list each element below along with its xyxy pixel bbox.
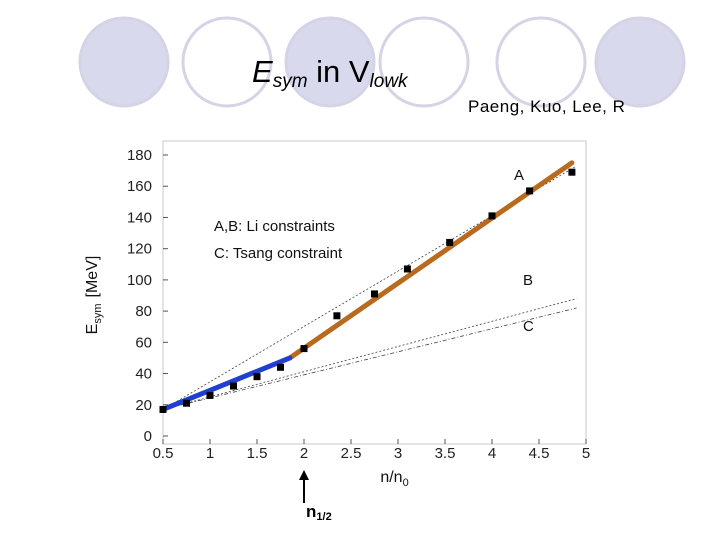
- x-tick-label: 2.5: [341, 445, 362, 462]
- x-tick-label: 4: [488, 445, 496, 462]
- legend-tsang-constraint: C: Tsang constraint: [214, 245, 343, 262]
- x-tick-label: 4.5: [529, 445, 550, 462]
- n-half-arrow-head: [299, 470, 309, 480]
- y-axis-label-sub: sym: [92, 303, 104, 323]
- y-tick-label: 20: [135, 397, 152, 414]
- slide-title: Esym in Vlowk: [252, 54, 408, 93]
- data-point: [159, 405, 167, 413]
- y-tick-label: 180: [127, 147, 152, 164]
- title-sub-sym: sym: [272, 71, 308, 92]
- data-point: [277, 363, 284, 371]
- data-point: [183, 399, 190, 407]
- y-tick-label: 120: [127, 241, 152, 258]
- title-mid: in V: [307, 54, 370, 89]
- deco-circle: [78, 16, 170, 108]
- thick-line-upper: [287, 160, 575, 361]
- label-C: C: [523, 318, 534, 335]
- deco-circle: [284, 16, 376, 108]
- legend-li-constraints: A,B: Li constraints: [214, 218, 335, 235]
- y-tick-label: 60: [135, 334, 152, 351]
- x-tick-label: 1: [206, 445, 214, 462]
- label-B: B: [523, 272, 533, 289]
- y-axis-label-unit: [MeV]: [84, 256, 101, 298]
- plot-frame: [162, 140, 587, 445]
- y-tick-label: 40: [135, 366, 152, 383]
- data-point: [333, 312, 341, 320]
- deco-circle: [181, 16, 273, 108]
- title-sub-lowk: lowk: [369, 71, 408, 92]
- data-point: [230, 382, 237, 390]
- y-tick-label: 0: [144, 428, 152, 445]
- x-tick-label: 2: [300, 445, 308, 462]
- label-A: A: [514, 167, 524, 184]
- y-tick-label: 100: [127, 272, 152, 289]
- data-point: [206, 391, 214, 399]
- data-point: [403, 265, 411, 273]
- data-point: [446, 238, 454, 246]
- title-e: E: [252, 54, 273, 89]
- y-tick-label: 80: [135, 303, 152, 320]
- data-point: [526, 187, 534, 195]
- data-point: [300, 345, 308, 353]
- deco-circle: [378, 16, 470, 108]
- data-point: [568, 168, 576, 176]
- data-point: [371, 290, 378, 298]
- x-tick-label: 3: [394, 445, 402, 462]
- x-axis-label: n/n0: [380, 469, 408, 489]
- x-axis-label-sub: 0: [403, 477, 409, 489]
- x-tick-label: 0.5: [153, 445, 174, 462]
- n-half-main: n: [306, 502, 317, 521]
- line-C: [162, 307, 577, 410]
- data-point: [488, 212, 496, 220]
- x-tick-label: 3.5: [435, 445, 456, 462]
- line-B: [162, 298, 577, 410]
- thick-line-lower: [160, 355, 293, 412]
- n-half-label: n1/2: [306, 502, 332, 523]
- data-point: [253, 373, 261, 381]
- deco-circle: [594, 16, 686, 108]
- authors: Paeng, Kuo, Lee, R: [468, 97, 626, 116]
- n-half-sub: 1/2: [316, 511, 332, 523]
- y-axis-label: Esym[MeV]: [84, 256, 104, 335]
- y-tick-label: 140: [127, 209, 152, 226]
- deco-circle: [495, 16, 587, 108]
- y-tick-label: 160: [127, 178, 152, 195]
- x-tick-label: 5: [582, 445, 590, 462]
- x-tick-label: 1.5: [247, 445, 268, 462]
